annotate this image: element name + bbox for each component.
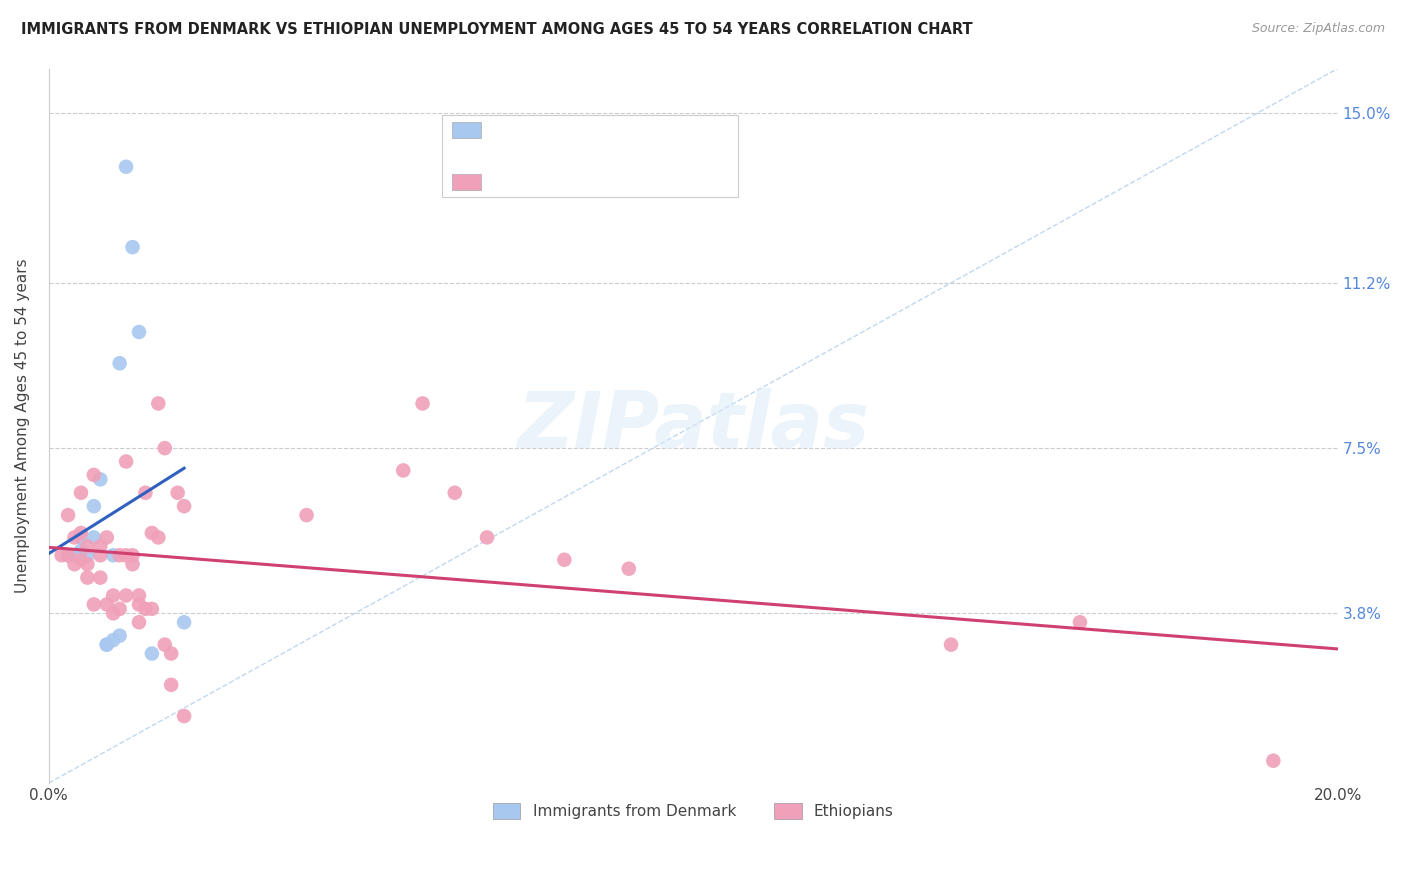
Point	[128, 325, 150, 339]
Legend: Immigrants from Denmark, Ethiopians: Immigrants from Denmark, Ethiopians	[486, 797, 900, 825]
Point	[295, 508, 318, 522]
Point	[141, 525, 163, 540]
Point	[96, 638, 118, 652]
Y-axis label: Unemployment Among Ages 45 to 54 years: Unemployment Among Ages 45 to 54 years	[15, 259, 30, 593]
Point	[108, 629, 131, 643]
Point	[83, 598, 105, 612]
Text: R =: R =	[494, 175, 520, 190]
Point	[134, 485, 156, 500]
Point	[128, 598, 150, 612]
Point	[443, 485, 465, 500]
Point	[134, 602, 156, 616]
Point	[89, 540, 111, 554]
Point	[160, 647, 183, 661]
Point	[103, 633, 125, 648]
Point	[115, 589, 138, 603]
Point	[115, 454, 138, 468]
Bar	[453, 174, 481, 190]
Point	[70, 530, 93, 544]
Point	[173, 615, 195, 630]
Point	[115, 549, 138, 563]
Point	[70, 485, 93, 500]
Point	[108, 602, 131, 616]
Point	[553, 553, 575, 567]
Text: IMMIGRANTS FROM DENMARK VS ETHIOPIAN UNEMPLOYMENT AMONG AGES 45 TO 54 YEARS CORR: IMMIGRANTS FROM DENMARK VS ETHIOPIAN UNE…	[21, 22, 973, 37]
Point	[89, 549, 111, 563]
Point	[63, 549, 86, 563]
Point	[128, 615, 150, 630]
Point	[1069, 615, 1091, 630]
Point	[83, 467, 105, 482]
Point	[121, 549, 143, 563]
Point	[103, 607, 125, 621]
Point	[173, 499, 195, 513]
Point	[76, 549, 98, 563]
Text: 53: 53	[664, 175, 683, 190]
Point	[96, 530, 118, 544]
Point	[89, 472, 111, 486]
Point	[939, 638, 962, 652]
Point	[56, 549, 79, 563]
Point	[70, 553, 93, 567]
Point	[115, 160, 138, 174]
Text: Source: ZipAtlas.com: Source: ZipAtlas.com	[1251, 22, 1385, 36]
Point	[166, 485, 188, 500]
Point	[76, 571, 98, 585]
Text: 19: 19	[664, 122, 683, 137]
Point	[128, 589, 150, 603]
Point	[70, 525, 93, 540]
Text: -0.207: -0.207	[538, 175, 591, 190]
Point	[617, 562, 640, 576]
Text: R =: R =	[494, 122, 520, 137]
Point	[1263, 754, 1285, 768]
Point	[96, 598, 118, 612]
Point	[412, 396, 434, 410]
Point	[141, 647, 163, 661]
Point	[51, 549, 73, 563]
Point	[63, 530, 86, 544]
Point	[103, 589, 125, 603]
Text: 0.175: 0.175	[546, 122, 592, 137]
Point	[76, 558, 98, 572]
Point	[148, 530, 170, 544]
Point	[108, 356, 131, 370]
Point	[392, 463, 415, 477]
Point	[153, 638, 176, 652]
Bar	[453, 122, 481, 138]
Point	[160, 678, 183, 692]
Point	[70, 544, 93, 558]
Text: N =: N =	[616, 122, 644, 137]
Point	[56, 508, 79, 522]
Point	[108, 549, 131, 563]
Text: ZIPatlas: ZIPatlas	[517, 388, 869, 464]
Point	[121, 558, 143, 572]
Point	[153, 441, 176, 455]
Point	[103, 549, 125, 563]
Point	[83, 499, 105, 513]
Point	[56, 549, 79, 563]
Point	[96, 638, 118, 652]
Point	[148, 396, 170, 410]
Point	[173, 709, 195, 723]
Point	[121, 240, 143, 254]
Point	[63, 558, 86, 572]
FancyBboxPatch shape	[441, 115, 738, 197]
Point	[141, 602, 163, 616]
Point	[76, 540, 98, 554]
Point	[475, 530, 498, 544]
Point	[83, 530, 105, 544]
Point	[89, 571, 111, 585]
Text: N =: N =	[616, 175, 644, 190]
